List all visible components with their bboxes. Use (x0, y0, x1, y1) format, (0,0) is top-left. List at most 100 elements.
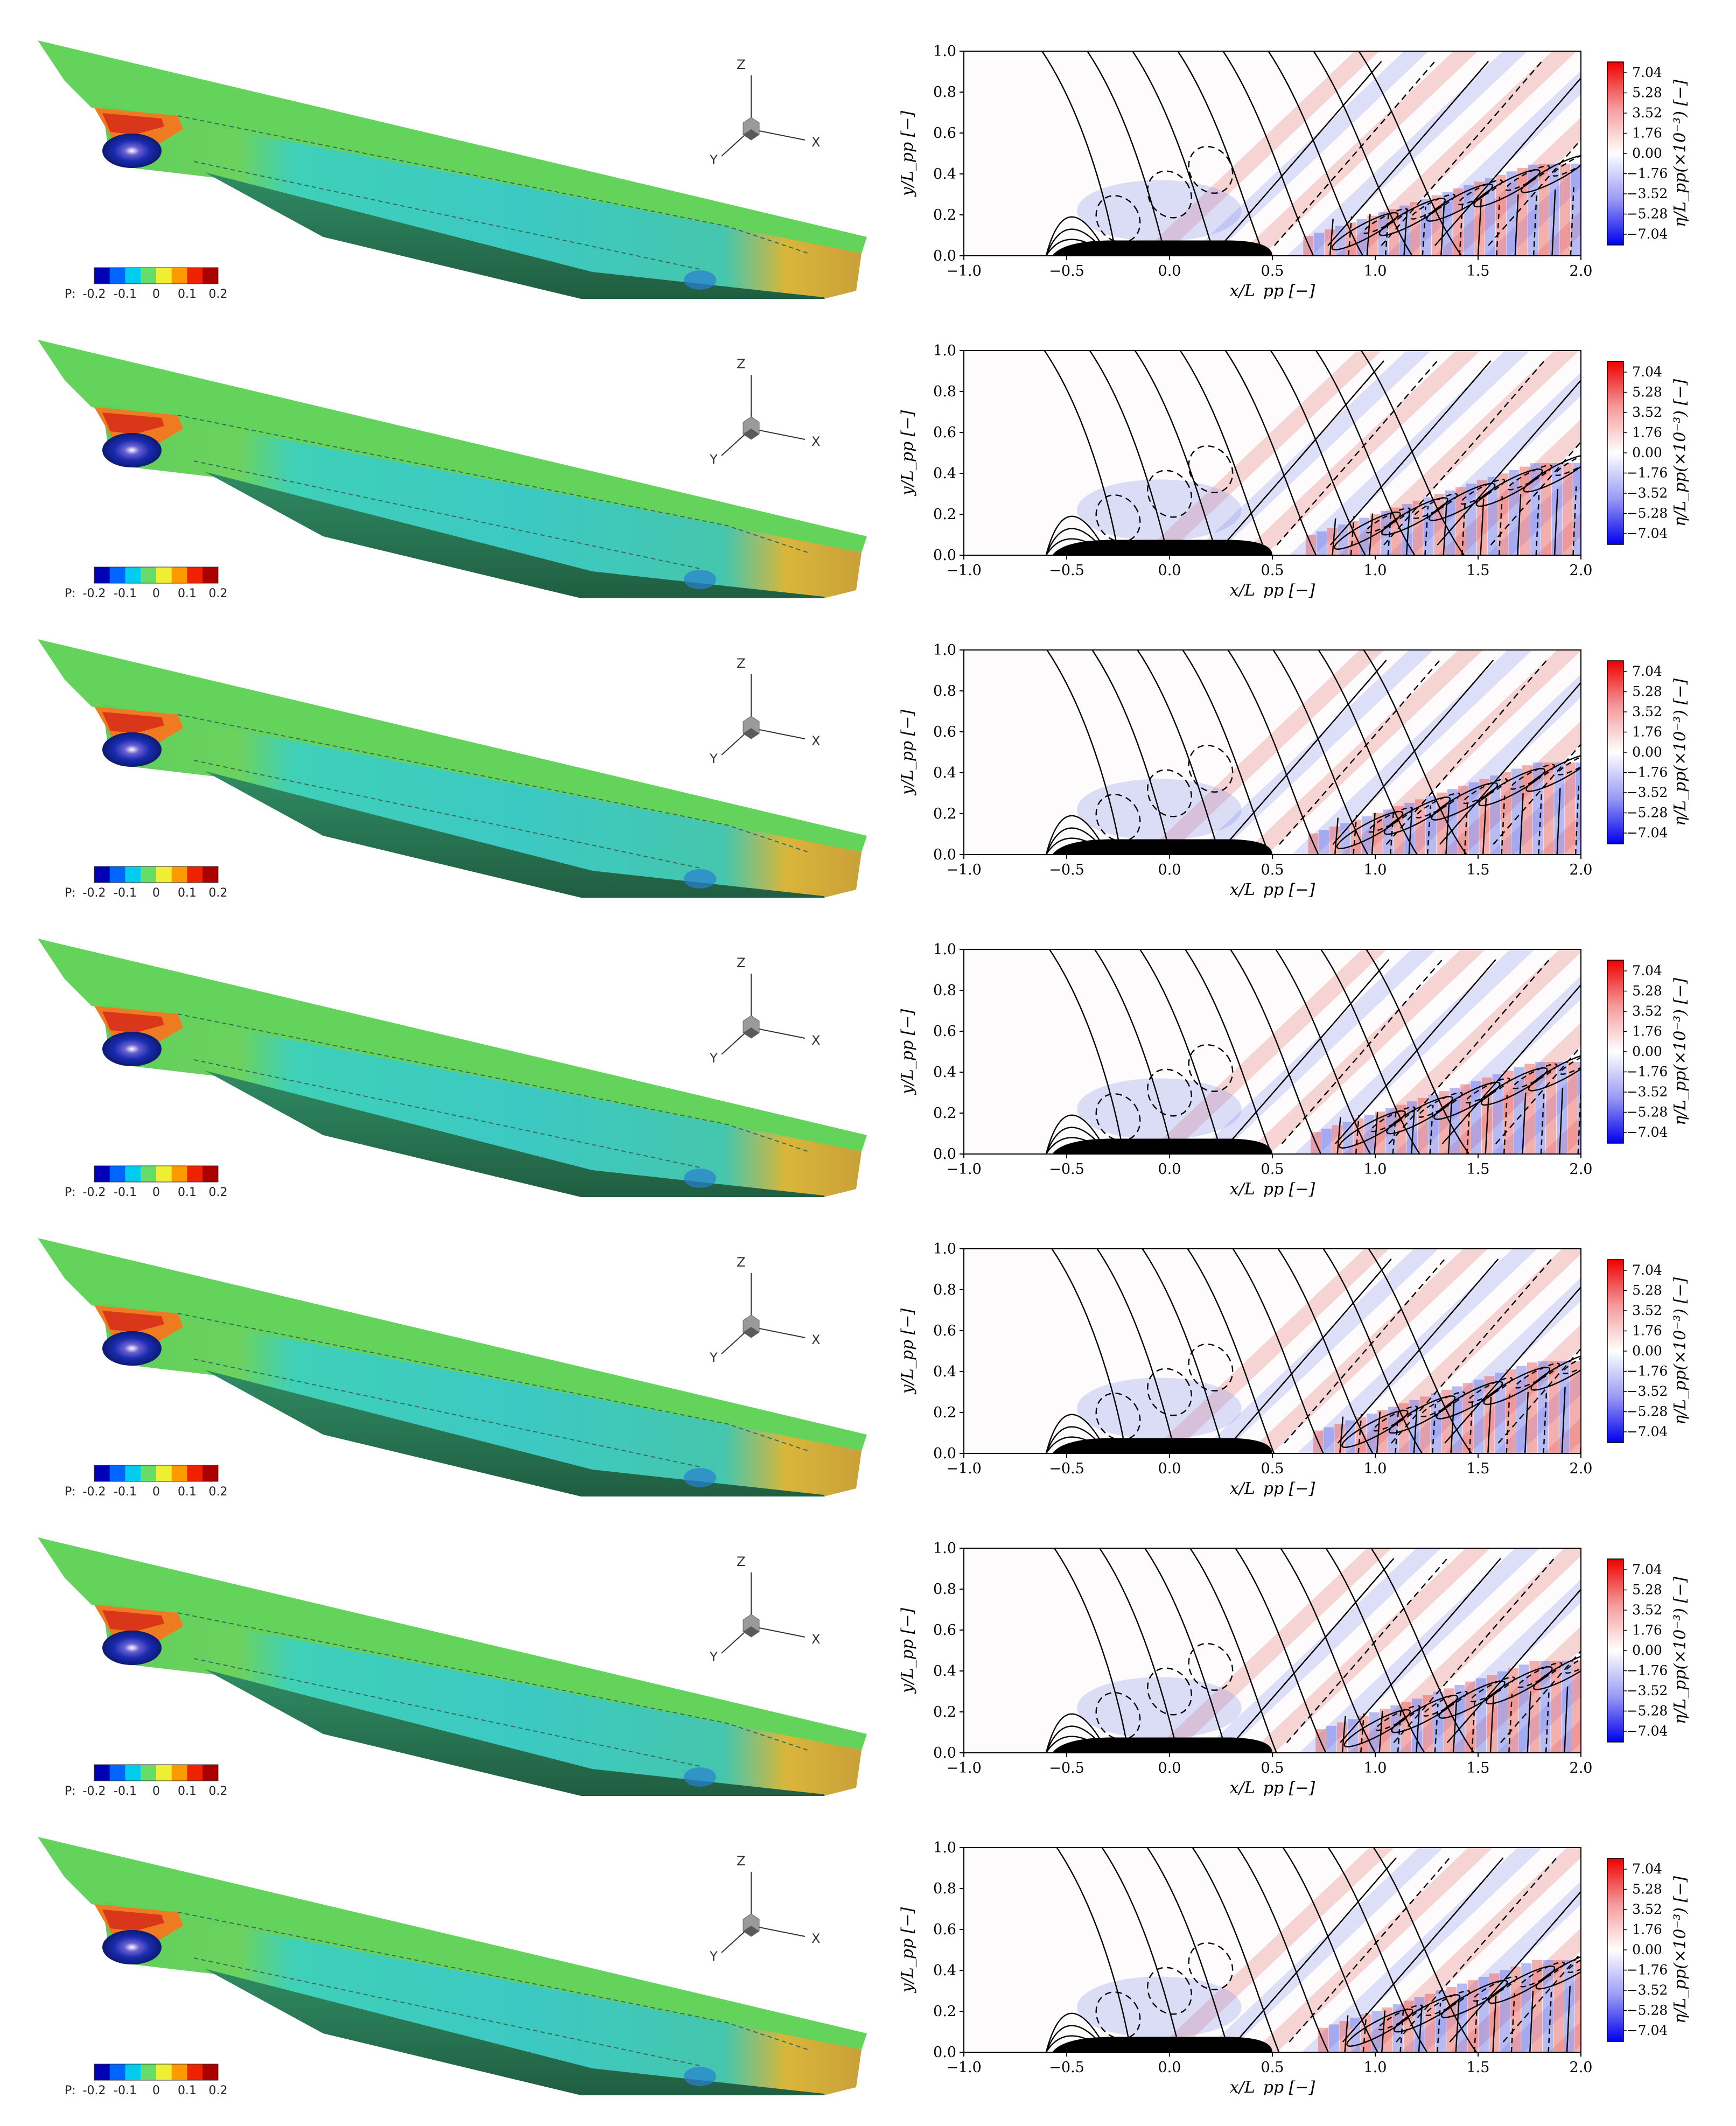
colorbar-tick-label: 0.00 (1632, 1044, 1662, 1059)
pressure-legend-tick: 0.2 (209, 1485, 228, 1496)
pressure-legend: P: -0.2 -0.1 0 0.1 0.2 (65, 1165, 228, 1197)
hull-waterline-silhouette (1052, 839, 1272, 855)
y-tick-label: 0.0 (933, 1146, 956, 1163)
colorbar-label: η/L_pp(×10⁻³) [−] (1671, 1577, 1690, 1724)
y-tick-label: 0.6 (933, 724, 956, 740)
colorbar-tick-label: −5.28 (1627, 506, 1668, 521)
x-tick-label: 1.0 (1364, 562, 1387, 579)
hull-side-surface (102, 1003, 862, 1197)
x-tick-label: 1.0 (1364, 263, 1387, 279)
pressure-legend-tick: 0.1 (178, 1785, 197, 1796)
stern-low-pressure-region (102, 433, 162, 467)
x-tick-label: 0.0 (1158, 562, 1181, 579)
pressure-legend-tick: 0.2 (209, 1186, 228, 1197)
pressure-legend-tick: -0.2 (83, 587, 106, 598)
x-tick-label: 1.0 (1364, 1161, 1387, 1178)
y-axis-label: y/L_pp [−] (898, 709, 917, 796)
colorbar-label: η/L_pp(×10⁻³) [−] (1671, 1277, 1690, 1425)
y-tick-label: 0.8 (933, 1581, 956, 1598)
x-tick-label: 2.0 (1570, 862, 1593, 878)
pressure-legend-tick: -0.1 (114, 587, 137, 598)
triad-z-label: Z (737, 57, 745, 72)
hull-bottom-shading (205, 1370, 825, 1496)
hull-bottom-shading (205, 1071, 825, 1197)
figure-row: Z X Y P: -0.2 -0.1 0 0.1 0.2 −1.0 −0.5 0.0 0.5 1.0 1.5… (0, 1497, 1736, 1796)
triad-z-label: Z (737, 955, 745, 970)
stern-low-pressure-region (102, 134, 162, 168)
y-tick-label: 0.6 (933, 125, 956, 142)
pressure-legend: P: -0.2 -0.1 0 0.1 0.2 (65, 1465, 228, 1496)
pressure-legend-label: P: (65, 587, 76, 598)
pressure-legend-tick: 0 (152, 2084, 160, 2095)
y-axis-label: y/L_pp [−] (898, 1009, 917, 1095)
triad-y-label: Y (709, 1051, 718, 1066)
y-tick-label: 0.2 (933, 1404, 956, 1421)
colorbar-label: η/L_pp(×10⁻³) [−] (1671, 379, 1690, 527)
colorbar-tick-label: −5.28 (1627, 1404, 1668, 1419)
triad-y-label: Y (709, 1649, 718, 1665)
hull-side-surface (102, 1901, 862, 2095)
figure-row: Z X Y P: -0.2 -0.1 0 0.1 0.2 −1.0 −0.5 0.0 0.5 1.0 1.5… (0, 898, 1736, 1197)
hull-side-surface (102, 1303, 862, 1496)
colorbar-tick-label: 7.04 (1632, 65, 1662, 80)
x-tick-label: 0.0 (1158, 1460, 1181, 1477)
hull-pressure-view: Z X Y P: -0.2 -0.1 0 0.1 0.2 (38, 1837, 867, 2095)
pressure-legend-tick: -0.2 (83, 288, 106, 299)
colorbar-tick-label: −1.76 (1627, 1962, 1668, 1978)
colorbar (1607, 1858, 1624, 2042)
x-tick-label: 2.0 (1570, 263, 1593, 279)
colorbar-tick-label: 1.76 (1632, 125, 1662, 141)
hull-bottom-shading (205, 472, 825, 598)
colorbar-tick-label: 3.52 (1632, 704, 1662, 719)
y-tick-label: 0.4 (933, 1962, 956, 1979)
x-axis-label: x/L_pp [−] (1230, 1180, 1315, 1197)
stern-low-pressure-region (102, 1032, 162, 1066)
colorbar-tick-label: −1.76 (1627, 1663, 1668, 1679)
x-tick-label: 0.5 (1261, 562, 1284, 579)
hull-pressure-view: Z X Y P: -0.2 -0.1 0 0.1 0.2 (38, 639, 867, 898)
y-tick-label: 0.6 (933, 1323, 956, 1339)
x-tick-label: −1.0 (946, 562, 982, 579)
x-axis-label: x/L_pp [−] (1230, 282, 1315, 299)
hull-side-surface (102, 404, 862, 598)
colorbar-tick-label: −3.52 (1627, 1383, 1668, 1399)
colorbar-tick-label: 0.00 (1632, 1343, 1662, 1359)
coordinate-triad: Z X Y (709, 1255, 820, 1365)
triad-x-label: X (811, 1931, 820, 1946)
colorbar-tick-label: 7.04 (1632, 364, 1662, 380)
x-tick-label: 2.0 (1570, 1760, 1593, 1777)
colorbar-tick-label: −1.76 (1627, 465, 1668, 481)
x-tick-label: 0.5 (1261, 263, 1284, 279)
x-tick-label: 1.0 (1364, 1760, 1387, 1777)
colorbar-tick-label: 0.00 (1632, 1942, 1662, 1957)
hull-waterline-silhouette (1052, 1438, 1272, 1453)
colorbar-tick-label: 7.04 (1632, 1861, 1662, 1877)
pressure-legend-tick: 0.2 (209, 886, 228, 898)
coordinate-triad: Z X Y (709, 1554, 820, 1665)
wave-elevation-chart: −1.0 −0.5 0.0 0.5 1.0 1.5 2.0 0.0 0.2 0.4 0.6 0.8 1.… (898, 1840, 1690, 2095)
pressure-legend-tick: -0.1 (114, 886, 137, 898)
x-tick-label: −1.0 (946, 263, 982, 279)
x-tick-label: 0.5 (1261, 1460, 1284, 1477)
colorbar (1607, 1558, 1624, 1743)
x-tick-label: 1.5 (1467, 1161, 1490, 1178)
colorbar-tick-label: −1.76 (1627, 166, 1668, 181)
triad-x-label: X (811, 1632, 820, 1647)
colorbar-tick-label: 0.00 (1632, 145, 1662, 161)
figure-row: Z X Y P: -0.2 -0.1 0 0.1 0.2 −1.0 −0.5 0.0 0.5 1.0 1.5… (0, 1198, 1736, 1496)
x-tick-label: 1.5 (1467, 2059, 1490, 2076)
coordinate-triad: Z X Y (709, 955, 820, 1066)
x-tick-label: 0.5 (1261, 1760, 1284, 1777)
colorbar-tick-label: 1.76 (1632, 1024, 1662, 1039)
contour-field (964, 1548, 1581, 1753)
x-axis-label: x/L_pp [−] (1230, 1779, 1315, 1796)
colorbar-tick-label: 3.52 (1632, 1303, 1662, 1318)
y-tick-label: 0.8 (933, 84, 956, 101)
y-tick-label: 0.2 (933, 1105, 956, 1122)
colorbar-label: η/L_pp(×10⁻³) [−] (1671, 978, 1690, 1125)
hull-pressure-view: Z X Y P: -0.2 -0.1 0 0.1 0.2 (38, 939, 867, 1197)
pressure-legend-tick: 0.2 (209, 1785, 228, 1796)
colorbar-tick-label: 1.76 (1632, 1623, 1662, 1638)
colorbar-tick-label: 5.28 (1632, 384, 1662, 400)
pressure-legend-tick: -0.1 (114, 2084, 137, 2095)
